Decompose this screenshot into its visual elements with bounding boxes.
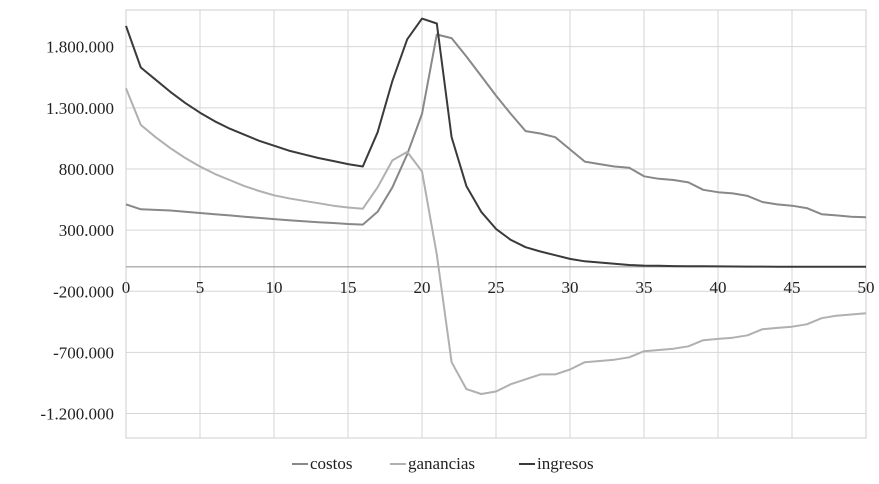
x-tick-label: 5 bbox=[196, 278, 205, 297]
x-tick-label: 40 bbox=[710, 278, 727, 297]
y-tick-label: 800.000 bbox=[59, 160, 114, 179]
y-tick-label: -1.200.000 bbox=[40, 405, 114, 424]
legend-label-ganancias: ganancias bbox=[408, 454, 475, 473]
legend-label-ingresos: ingresos bbox=[537, 454, 594, 473]
y-axis-tick-labels: 1.800.000 1.300.000 800.000 300.000 -200.000… bbox=[40, 38, 114, 424]
x-axis-tick-labels: 0 5 10 15 20 25 30 35 40 45 50 bbox=[122, 278, 875, 297]
series-lines bbox=[125, 17, 867, 395]
x-tick-label: 10 bbox=[266, 278, 283, 297]
y-tick-label: -700.000 bbox=[53, 343, 114, 362]
x-tick-label: 35 bbox=[636, 278, 653, 297]
series-line-costos bbox=[125, 33, 867, 226]
legend: costos ganancias ingresos bbox=[292, 454, 594, 473]
x-tick-label: 0 bbox=[122, 278, 131, 297]
plot-area-border bbox=[125, 9, 867, 439]
y-tick-label: 1.300.000 bbox=[46, 99, 114, 118]
series-line-ingresos bbox=[125, 17, 866, 268]
y-tick-label: 1.800.000 bbox=[46, 38, 114, 57]
x-tick-label: 15 bbox=[340, 278, 357, 297]
y-tick-label: -200.000 bbox=[53, 282, 114, 301]
y-tick-label: 300.000 bbox=[59, 221, 114, 240]
x-tick-label: 20 bbox=[414, 278, 431, 297]
legend-label-costos: costos bbox=[310, 454, 353, 473]
series-line-ganancias bbox=[125, 87, 867, 395]
horizontal-gridlines bbox=[126, 46, 866, 415]
x-tick-label: 45 bbox=[784, 278, 801, 297]
vertical-gridlines bbox=[125, 10, 867, 438]
x-tick-label: 50 bbox=[858, 278, 875, 297]
x-tick-label: 30 bbox=[562, 278, 579, 297]
x-tick-label: 25 bbox=[488, 278, 505, 297]
